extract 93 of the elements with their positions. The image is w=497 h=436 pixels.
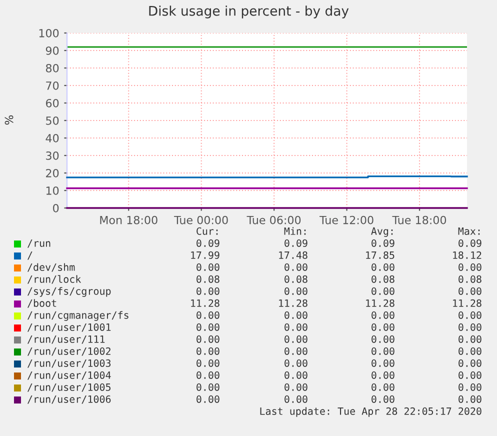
legend-label: /run/user/111 — [28, 335, 105, 344]
legend-label: /run — [28, 239, 50, 248]
legend-label: / — [28, 251, 32, 260]
text: 0.00 — [196, 287, 220, 295]
text: 0.00 — [284, 263, 308, 271]
legend-label: /run/user/1005 — [28, 383, 110, 392]
text: 0.00 — [196, 311, 220, 319]
text: 17.48 — [279, 251, 308, 259]
text: 0.00 — [458, 371, 482, 379]
y-axis-title: % — [4, 115, 14, 125]
text: 0.00 — [196, 383, 220, 391]
legend-label: /run/lock — [28, 275, 82, 284]
y-tick-label: 60 — [46, 98, 59, 108]
x-tick-label: Tue 18:00 — [392, 216, 446, 224]
text: Last update: Tue Apr 28 22:05:17 2020 — [260, 407, 482, 417]
text: 11.28 — [453, 299, 482, 307]
text: 0.00 — [458, 359, 482, 367]
text: 0.08 — [284, 275, 308, 283]
text: 0.00 — [372, 347, 394, 355]
text: 0.00 — [284, 371, 308, 379]
text: 0.00 — [458, 287, 482, 295]
text: 11.28 — [279, 299, 308, 307]
text: 0.00 — [372, 323, 394, 331]
legend-label: /run/user/1003 — [28, 359, 111, 368]
text: Avg: — [371, 227, 393, 237]
legend-label: /run/user/1004 — [28, 371, 111, 380]
y-tick-label: 10 — [46, 186, 59, 195]
text: 0.00 — [372, 371, 394, 379]
text: 11.28 — [366, 299, 394, 307]
text: 0.00 — [458, 347, 482, 355]
text: Cur: — [196, 227, 218, 235]
text: 0.08 — [372, 275, 394, 283]
text: 0.09 — [372, 239, 394, 247]
x-tick-label: Tue 12:00 — [319, 216, 374, 224]
text: 0.00 — [284, 335, 308, 343]
text: 11.28 — [191, 299, 220, 307]
text: 0.00 — [458, 311, 482, 319]
x-tick-label: Tue 00:00 — [174, 216, 228, 224]
text: 17.85 — [366, 251, 394, 259]
text: 0.00 — [196, 263, 220, 271]
text: 0.00 — [372, 395, 394, 403]
text: 0.00 — [196, 395, 220, 403]
y-tick-label: 90 — [46, 46, 59, 55]
y-tick-label: 30 — [46, 151, 59, 160]
x-tick-label: Tue 06:00 — [246, 216, 301, 224]
y-tick-label: 0 — [53, 204, 59, 212]
text: 0.00 — [284, 347, 308, 355]
text: 0.00 — [196, 359, 220, 367]
text: 0.09 — [196, 239, 220, 247]
y-tick-label: 40 — [46, 134, 59, 142]
text: 0.00 — [284, 311, 308, 319]
text: 0.00 — [458, 395, 482, 403]
text: Min: — [284, 227, 306, 235]
text: 0.00 — [458, 335, 482, 343]
text: 0.00 — [284, 287, 308, 295]
text: 0.00 — [284, 323, 308, 331]
text: 17.99 — [191, 251, 220, 259]
text: 0.00 — [372, 311, 394, 319]
text: 0.08 — [196, 275, 220, 283]
text: 0.00 — [458, 323, 482, 331]
text: 0.00 — [196, 335, 220, 343]
legend-label: /sys/fs/cgroup — [28, 287, 111, 297]
y-tick-label: 100 — [39, 28, 59, 38]
y-tick-label: 20 — [46, 168, 59, 178]
chart-title: Disk usage in percent - by day — [149, 6, 349, 18]
text: 0.09 — [458, 239, 482, 247]
text: 0.00 — [196, 371, 220, 379]
x-tick-label: Mon 18:00 — [100, 216, 158, 224]
y-tick-label: 70 — [46, 81, 59, 90]
text: 0.00 — [284, 359, 308, 367]
legend-label: /run/cgmanager/fs — [28, 311, 128, 321]
y-tick-label: 50 — [46, 116, 59, 125]
text: 0.00 — [196, 323, 220, 331]
text: 0.09 — [284, 239, 308, 247]
legend-label: /boot — [28, 299, 56, 308]
text: 0.00 — [284, 383, 308, 391]
legend-label: /run/user/1002 — [28, 347, 110, 356]
text: 0.00 — [372, 287, 394, 295]
text: 0.00 — [196, 347, 220, 355]
text: 0.00 — [372, 359, 394, 367]
text: 0.00 — [458, 383, 482, 391]
text: 0.00 — [372, 335, 394, 343]
y-tick-label: 80 — [46, 64, 59, 72]
text: 0.00 — [458, 263, 482, 271]
text: 18.12 — [453, 251, 482, 259]
text: 0.00 — [372, 263, 394, 271]
legend-label: /run/user/1001 — [28, 323, 111, 332]
text: Max: — [458, 227, 480, 235]
legend-label: /run/user/1006 — [28, 395, 111, 404]
text: 0.00 — [372, 383, 394, 391]
text: 0.08 — [458, 275, 482, 283]
legend-label: /dev/shm — [28, 263, 75, 272]
text: 0.00 — [284, 395, 308, 403]
